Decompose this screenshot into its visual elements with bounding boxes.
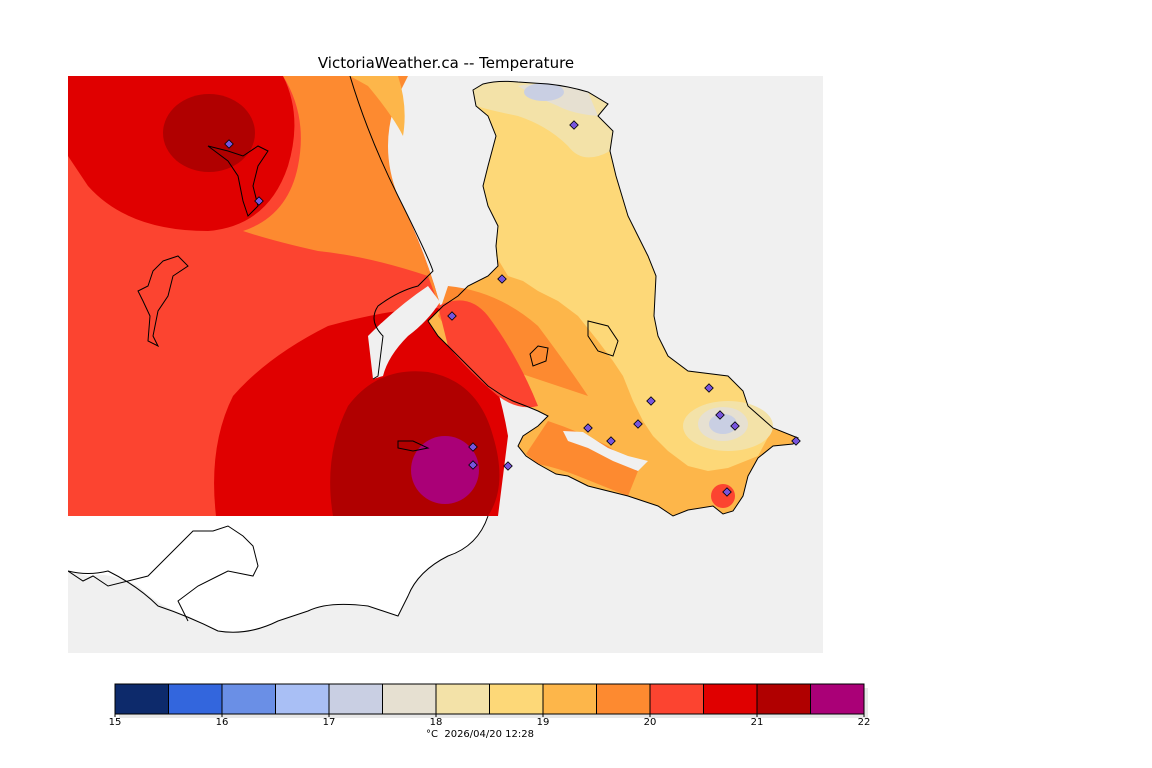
legend-swatch	[221, 683, 276, 715]
station-marker[interactable]	[722, 487, 732, 497]
station-marker[interactable]	[715, 410, 725, 420]
legend-swatch	[810, 683, 865, 715]
station-marker[interactable]	[224, 139, 234, 149]
legend-tick-label: 18	[429, 717, 443, 728]
temperature-map	[68, 76, 823, 653]
legend-tick-label: 15	[108, 717, 122, 728]
station-marker[interactable]	[646, 396, 656, 406]
station-marker[interactable]	[791, 436, 801, 446]
station-marker[interactable]	[633, 419, 643, 429]
legend-swatch	[328, 683, 383, 715]
legend-shadow	[119, 688, 868, 718]
weather-stations	[224, 120, 801, 497]
legend-swatch	[596, 683, 651, 715]
legend-color-bar	[114, 683, 868, 718]
station-marker[interactable]	[606, 436, 616, 446]
legend-swatch	[489, 683, 544, 715]
legend-swatch	[756, 683, 811, 715]
station-marker[interactable]	[468, 442, 478, 452]
legend-swatch	[703, 683, 758, 715]
legend-swatch	[168, 683, 223, 715]
legend-tick-label: 16	[215, 717, 229, 728]
legend-tick-label: 20	[643, 717, 657, 728]
legend-tick-label: 19	[536, 717, 550, 728]
legend-tick-label: 22	[857, 717, 871, 728]
legend-tick-label: 21	[750, 717, 764, 728]
legend-swatch	[275, 683, 330, 715]
water-bodies	[368, 286, 648, 471]
legend-swatch	[542, 683, 597, 715]
station-marker[interactable]	[254, 196, 264, 206]
station-marker[interactable]	[468, 460, 478, 470]
legend-tick-label: 17	[322, 717, 336, 728]
station-marker[interactable]	[583, 423, 593, 433]
station-marker[interactable]	[569, 120, 579, 130]
station-marker[interactable]	[730, 421, 740, 431]
legend-swatch	[649, 683, 704, 715]
station-marker[interactable]	[447, 311, 457, 321]
coastlines	[68, 76, 799, 622]
legend-swatch	[382, 683, 437, 715]
page-title: VictoriaWeather.ca -- Temperature	[317, 54, 575, 72]
legend-swatch	[114, 683, 169, 715]
station-marker[interactable]	[497, 274, 507, 284]
east-temperature-field	[428, 81, 798, 516]
olympic-peninsula	[68, 515, 489, 633]
station-marker[interactable]	[503, 461, 513, 471]
legend-caption: °C 2026/04/20 12:28	[426, 729, 534, 740]
legend-swatch	[435, 683, 490, 715]
station-marker[interactable]	[704, 383, 714, 393]
west-temperature-field	[68, 76, 508, 516]
